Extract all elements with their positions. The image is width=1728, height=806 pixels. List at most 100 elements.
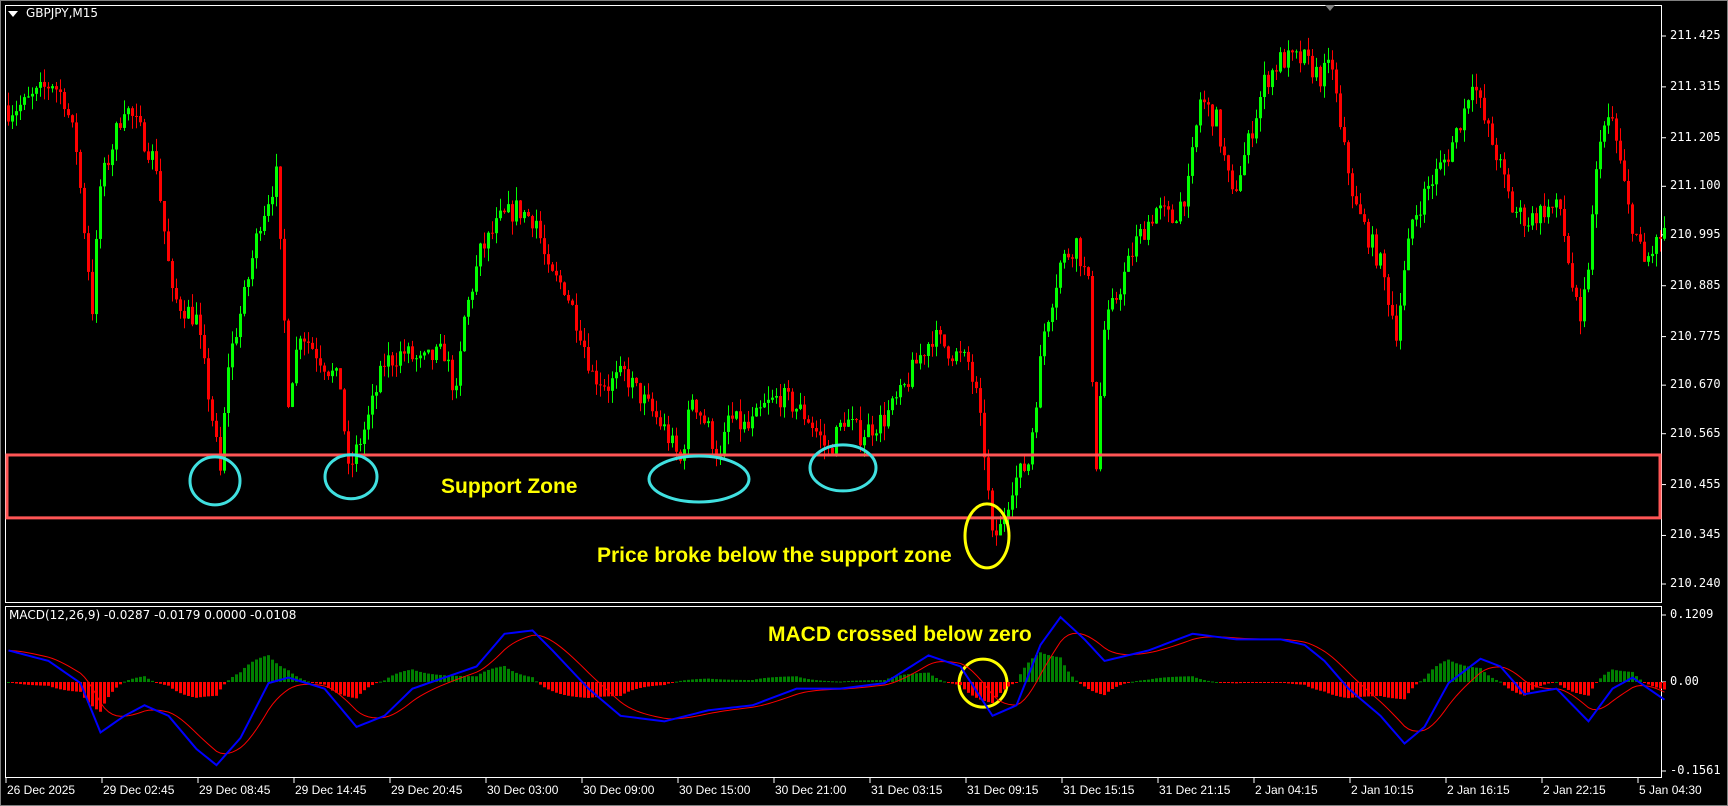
candle — [275, 166, 278, 197]
macd-histogram-bar — [187, 682, 190, 696]
candle — [143, 122, 146, 152]
candle — [1387, 277, 1390, 305]
macd-histogram-bar — [1383, 682, 1386, 697]
macd-histogram-bar — [503, 666, 506, 682]
macd-histogram-bar — [211, 682, 214, 697]
candle — [935, 329, 938, 347]
macd-histogram-bar — [435, 674, 438, 682]
candle — [307, 341, 310, 343]
candle — [1663, 227, 1666, 239]
candle — [1323, 62, 1326, 87]
price-axis-label: 211.100 — [1670, 178, 1721, 193]
macd-histogram-bar — [595, 682, 598, 698]
candle — [699, 412, 702, 416]
candle — [1591, 214, 1594, 270]
macd-histogram-bar — [279, 666, 282, 682]
macd-histogram-bar — [1615, 670, 1618, 682]
macd-histogram-bar — [1035, 655, 1038, 682]
macd-histogram-bar — [1559, 682, 1562, 686]
candle — [1195, 125, 1198, 148]
candle — [1331, 59, 1334, 70]
macd-histogram-bar — [1351, 682, 1354, 698]
candle — [1303, 49, 1306, 64]
candle — [911, 359, 914, 387]
macd-histogram-bar — [427, 673, 430, 682]
candle — [375, 392, 378, 396]
candle — [871, 424, 874, 436]
time-axis-label: 31 Dec 03:15 — [871, 783, 943, 797]
macd-histogram-bar — [1611, 669, 1614, 682]
candle — [487, 232, 490, 249]
macd-histogram-bar — [1367, 682, 1370, 697]
macd-histogram-bar — [1291, 682, 1294, 684]
macd-histogram-bar — [771, 677, 774, 682]
candle — [335, 368, 338, 371]
candle — [1411, 219, 1414, 239]
candle — [163, 201, 166, 232]
candle — [1099, 396, 1102, 470]
candle — [443, 343, 446, 362]
macd-histogram-bar — [511, 671, 514, 682]
macd-histogram-bar — [1015, 682, 1018, 683]
candle — [943, 334, 946, 347]
candle — [1383, 253, 1386, 278]
macd-histogram-bar — [851, 680, 854, 682]
candle — [1587, 269, 1590, 290]
candle — [1319, 66, 1322, 87]
macd-histogram-bar — [1587, 682, 1590, 696]
macd-histogram-bar — [419, 671, 422, 682]
candle — [1111, 298, 1114, 310]
macd-axis-label: 0.1209 — [1670, 607, 1714, 621]
macd-histogram-bar — [1099, 682, 1102, 695]
candle — [1271, 70, 1274, 88]
candle — [339, 368, 342, 390]
candle — [1187, 175, 1190, 207]
candle — [1399, 305, 1402, 341]
candle — [107, 162, 110, 166]
macd-histogram-bar — [1511, 682, 1514, 691]
candle — [259, 231, 262, 234]
macd-histogram-bar — [1399, 682, 1402, 700]
chart-symbol-title[interactable]: GBPJPY,M15 — [8, 6, 98, 20]
candle — [79, 151, 82, 188]
candle — [1367, 221, 1370, 248]
macd-histogram-bar — [711, 678, 714, 682]
macd-histogram-bar — [1451, 661, 1454, 682]
macd-axis-label: -0.1561 — [1670, 763, 1721, 777]
support-touch-circle — [808, 443, 878, 493]
candle — [1571, 263, 1574, 288]
macd-histogram-bar — [963, 682, 966, 690]
candle — [899, 385, 902, 398]
macd-histogram-bar — [1527, 682, 1530, 693]
candle — [395, 365, 398, 367]
candle — [751, 416, 754, 429]
candle — [291, 383, 294, 407]
candle — [1131, 255, 1134, 257]
candle — [99, 186, 102, 239]
dropdown-triangle-icon[interactable] — [8, 10, 18, 17]
macd-histogram-bar — [1047, 655, 1050, 682]
macd-histogram-bar — [1079, 682, 1082, 684]
macd-histogram-bar — [367, 682, 370, 688]
candle — [811, 422, 814, 429]
candle — [151, 151, 154, 160]
price-axis-label: 210.995 — [1670, 226, 1721, 241]
candle — [87, 233, 90, 272]
macd-histogram-bar — [31, 682, 34, 686]
chart-shift-marker[interactable] — [1325, 5, 1335, 11]
macd-histogram-bar — [843, 681, 846, 683]
candle — [1147, 221, 1150, 240]
candle — [503, 210, 506, 213]
candle — [615, 372, 618, 379]
macd-histogram-bar — [987, 682, 990, 703]
macd-histogram-bar — [1555, 681, 1558, 683]
candle — [315, 348, 318, 359]
candle — [1539, 205, 1542, 224]
candle — [1343, 127, 1346, 143]
candle — [1011, 495, 1014, 510]
candle — [667, 424, 670, 444]
macd-histogram-bar — [835, 681, 838, 683]
macd-histogram-bar — [1179, 676, 1182, 682]
macd-histogram-bar — [11, 682, 14, 683]
price-axis-label: 210.885 — [1670, 277, 1721, 292]
